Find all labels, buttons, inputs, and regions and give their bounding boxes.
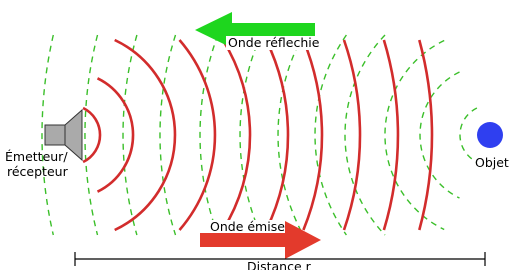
arrow-shaft xyxy=(200,233,287,247)
emitted-waves xyxy=(83,40,432,230)
emitted-wave xyxy=(223,40,250,230)
emitter-label: récepteur xyxy=(7,164,69,179)
emitted-wave xyxy=(115,40,175,230)
diagram: Onde réflechie Émetteur/ récepteur Objet… xyxy=(0,0,513,270)
distance-label: Distance r xyxy=(247,259,312,270)
reflected-wave xyxy=(315,35,346,235)
reflected-wave xyxy=(385,41,444,230)
emitted-wave xyxy=(98,78,134,191)
emitted-wave xyxy=(266,40,288,230)
emitted-wave xyxy=(303,40,322,230)
object-label: Objet xyxy=(475,155,509,170)
emitted-wave xyxy=(344,40,360,230)
reflected-waves xyxy=(42,35,477,235)
reflected-wave xyxy=(123,35,137,235)
emitted-wave xyxy=(384,40,398,230)
speaker-cone xyxy=(65,110,82,160)
speaker-body xyxy=(45,125,65,145)
arrow-head xyxy=(285,221,321,259)
reflected-wave xyxy=(460,108,477,162)
reflected-wave xyxy=(160,35,176,235)
reflected-wave xyxy=(278,35,303,235)
reflected-wave xyxy=(85,35,98,235)
reflected-wave-label: Onde réflechie xyxy=(228,35,320,50)
emitted-wave-label: Onde émise xyxy=(210,219,285,234)
reflected-wave xyxy=(420,72,459,198)
emitter-label: Émetteur/ xyxy=(5,149,68,164)
object xyxy=(477,122,503,148)
emitted-wave xyxy=(180,40,215,230)
emitted-wave xyxy=(419,40,432,230)
